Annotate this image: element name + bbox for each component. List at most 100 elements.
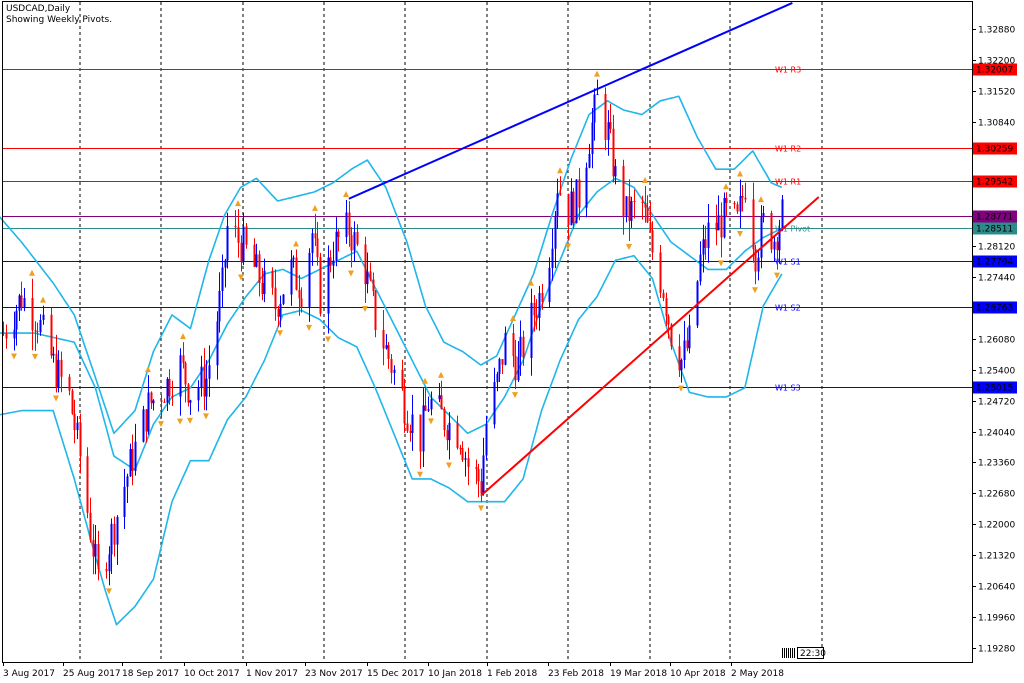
pivot-price-value: 1.27794 [976, 258, 1013, 268]
candle [385, 334, 388, 350]
candle [221, 254, 224, 308]
candle-body [92, 539, 95, 557]
candle-body [390, 358, 393, 373]
time-tick-label: 3 Aug 2017 [3, 669, 55, 679]
pivot-price-value: 1.26763 [976, 304, 1013, 314]
candle-body [704, 239, 707, 248]
candle-body [150, 392, 153, 404]
candle [298, 274, 301, 316]
fractal-up-marker [343, 191, 349, 198]
pivot-price-value: 1.30259 [976, 145, 1013, 155]
candle [314, 213, 317, 247]
fractal-down-marker [277, 330, 283, 337]
candle-body [776, 241, 779, 251]
candle [57, 350, 60, 393]
candle-body [197, 387, 200, 401]
candle-body [551, 248, 554, 268]
candle [752, 182, 755, 263]
pivot-price-value: 1.25015 [976, 384, 1013, 394]
candle-body [319, 257, 322, 314]
candle [350, 227, 353, 268]
candle-body [427, 409, 430, 411]
candle-body [116, 516, 119, 545]
price-tick-label: 1.20640 [978, 583, 1015, 593]
candle-body [512, 333, 515, 357]
bollinger-lower-band [0, 254, 783, 626]
candle [179, 348, 182, 416]
candle [686, 327, 689, 352]
candle-body [567, 193, 570, 226]
candle-body [570, 191, 573, 226]
candle [456, 415, 459, 450]
candle [374, 289, 377, 338]
candle [504, 326, 507, 366]
candle-body [218, 290, 221, 322]
candle-body [105, 568, 108, 572]
candle-body [477, 469, 480, 482]
candle-body [145, 409, 148, 432]
candle-body [723, 197, 726, 238]
fractal-markers [11, 70, 780, 595]
candle [168, 369, 171, 405]
candle-body [625, 196, 628, 216]
candle-body [298, 289, 301, 299]
trendlines [348, 1, 820, 497]
candle-body [34, 330, 37, 332]
candle [319, 252, 322, 317]
candle [5, 324, 8, 349]
candle [152, 399, 155, 411]
candle-body [480, 481, 483, 494]
candle-body [482, 455, 485, 494]
candle-body [541, 292, 544, 303]
candle-body [152, 400, 155, 404]
time-axis[interactable]: 3 Aug 2017 25 Aug 2017 18 Sep 2017 10 Oct 2… [3, 662, 784, 679]
candle [50, 307, 53, 359]
candle-body [720, 215, 723, 238]
candle-body [493, 382, 496, 425]
pivot-line-label: W1 Pivot [775, 225, 810, 234]
candle-body [79, 422, 82, 457]
candle [733, 201, 736, 209]
candle-body [255, 254, 258, 267]
time-tick-label: 1 Nov 2017 [246, 669, 298, 679]
candle-body [630, 201, 633, 221]
candle [409, 424, 412, 442]
candle [406, 410, 409, 433]
candle [337, 228, 340, 252]
candle [541, 283, 544, 310]
fractal-up-marker [422, 377, 428, 384]
candle [459, 444, 462, 455]
candle-body [234, 226, 237, 228]
time-tick-label: 2 May 2018 [731, 669, 784, 679]
pivot-line-label: W1 R2 [775, 145, 801, 154]
pivot-price-tag: 1.32007 [973, 63, 1017, 76]
candle [71, 388, 74, 415]
fractal-up-marker [528, 279, 534, 286]
candle [166, 377, 169, 411]
candle [548, 257, 551, 307]
fractal-down-marker [446, 462, 452, 469]
grid-lines [79, 2, 823, 662]
candle [464, 451, 467, 477]
candle-body [752, 199, 755, 250]
candle [60, 351, 63, 393]
price-axis[interactable]: 1.32880 1.32200 1.31520 1.30840 1.28120 1.274… [972, 26, 1015, 655]
pivot-price-tag: 1.25015 [973, 381, 1017, 394]
candle [575, 179, 578, 224]
candle [226, 212, 229, 269]
candle-body [274, 287, 277, 310]
candle-body [707, 222, 710, 248]
candle-body [461, 447, 464, 460]
candle-body [277, 309, 280, 317]
candle-body [559, 193, 562, 195]
fractal-down-marker [306, 324, 312, 331]
candle-body [628, 196, 631, 221]
candle-body [42, 314, 45, 321]
candle [739, 179, 742, 228]
price-tick-label: 1.32880 [978, 26, 1015, 36]
candle-body [20, 295, 23, 308]
candle-body [134, 441, 137, 471]
candle-body [443, 409, 446, 431]
candle [614, 159, 617, 185]
